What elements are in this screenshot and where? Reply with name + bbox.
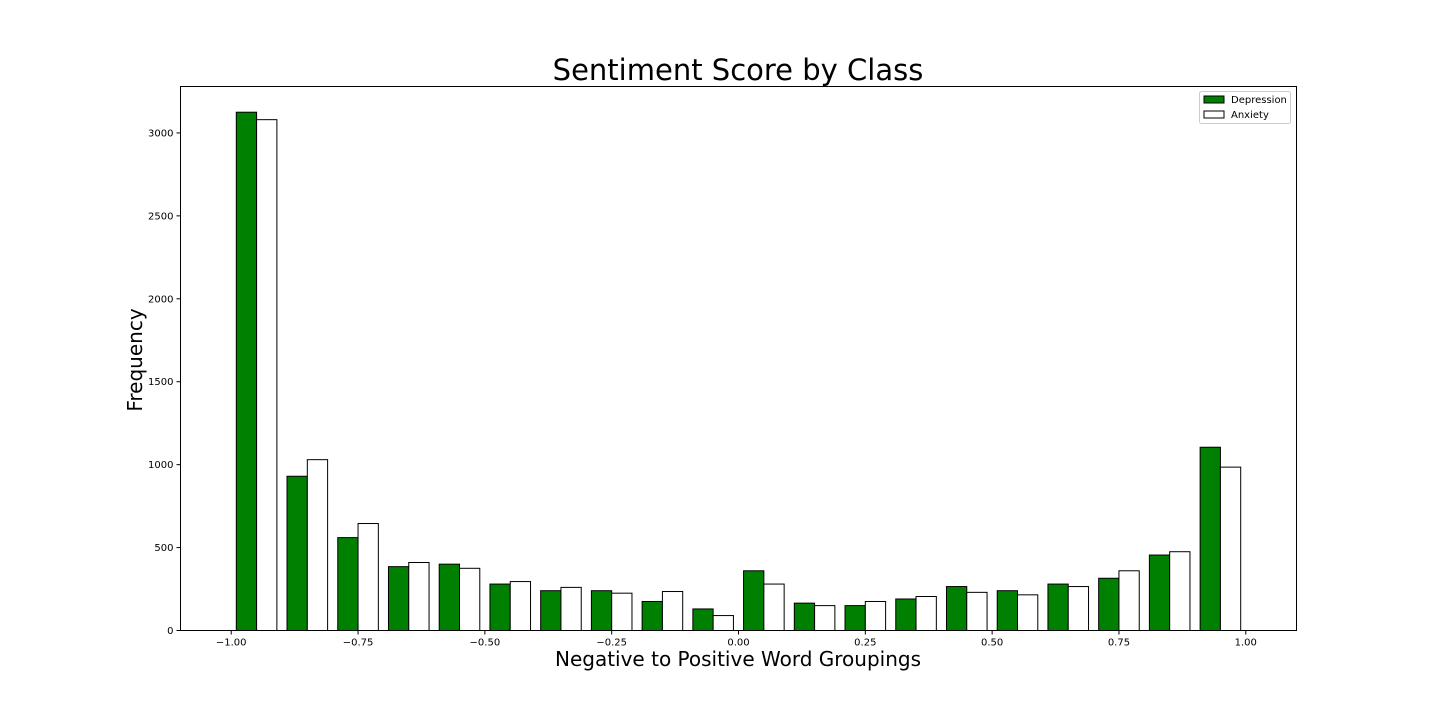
bar-anxiety-11 <box>814 605 836 631</box>
bar-anxiety-10 <box>763 583 785 631</box>
bar-depression-6 <box>540 590 562 632</box>
bar-depression-3 <box>387 566 410 632</box>
legend-entries: Depression Anxiety <box>1203 95 1287 121</box>
bar-anxiety-5 <box>509 581 532 632</box>
bar-anxiety-9 <box>712 615 734 632</box>
bar-anxiety-14 <box>966 591 988 631</box>
bar-anxiety-2 <box>357 523 379 632</box>
chart-title: Sentiment Score by Class <box>553 53 924 87</box>
bar-depression-4 <box>438 563 460 631</box>
x-axis-label: Negative to Positive Word Groupings <box>555 647 921 671</box>
bar-anxiety-12 <box>864 600 887 631</box>
x-tick-label: 0.50 <box>981 638 1003 649</box>
bar-depression-18 <box>1148 554 1171 631</box>
bar-anxiety-0 <box>256 119 278 631</box>
legend-swatch-depression <box>1203 95 1225 104</box>
bar-depression-13 <box>895 598 917 631</box>
legend-label-anxiety: Anxiety <box>1231 110 1269 121</box>
legend-swatch-anxiety <box>1203 110 1225 119</box>
bar-anxiety-6 <box>560 586 582 632</box>
bar-depression-10 <box>743 570 765 631</box>
y-axis-label: Frequency <box>123 308 147 411</box>
x-tick-label: −0.25 <box>596 638 627 649</box>
y-axis-ticks: 0 500 1000 1500 2000 2500 3000 <box>148 128 181 637</box>
bar-depression-2 <box>337 537 359 631</box>
bar-depression-11 <box>793 602 816 632</box>
x-tick-label: 0.00 <box>727 638 749 649</box>
x-tick-label: −1.00 <box>216 638 247 649</box>
bar-depression-16 <box>1047 583 1069 631</box>
x-tick-label: −0.50 <box>470 638 501 649</box>
bar-depression-19 <box>1199 446 1221 632</box>
bar-anxiety-3 <box>408 562 430 631</box>
y-tick-label: 3000 <box>148 128 173 139</box>
bar-anxiety-15 <box>1017 594 1039 632</box>
bar-depression-7 <box>590 590 613 632</box>
bar-depression-1 <box>286 475 308 632</box>
bar-depression-0 <box>235 111 258 631</box>
bar-depression-8 <box>641 600 663 631</box>
x-axis-ticks: −1.00 −0.75 −0.50 −0.25 0.00 0.25 0.50 0.75 1.00 <box>216 630 1257 649</box>
y-tick-label: 500 <box>154 543 173 554</box>
x-tick-label: 1.00 <box>1235 638 1257 649</box>
bar-anxiety-8 <box>661 591 684 632</box>
bar-anxiety-1 <box>306 459 329 632</box>
y-tick-label: 1500 <box>148 377 173 388</box>
bar-anxiety-18 <box>1169 551 1191 631</box>
y-tick-label: 2500 <box>148 211 173 222</box>
bar-depression-15 <box>996 590 1019 632</box>
bar-anxiety-19 <box>1219 466 1242 631</box>
bar-depression-5 <box>489 583 511 631</box>
legend-label-depression: Depression <box>1231 95 1287 106</box>
y-tick-label: 2000 <box>148 294 173 305</box>
y-tick-label: 1000 <box>148 460 173 471</box>
legend: Depression Anxiety <box>1199 91 1291 124</box>
bar-depression-17 <box>1098 577 1120 632</box>
bars-layer <box>235 111 1242 632</box>
bar-anxiety-16 <box>1067 586 1090 631</box>
x-tick-label: −0.75 <box>343 638 374 649</box>
bar-depression-9 <box>692 608 714 632</box>
bar-anxiety-17 <box>1118 570 1140 631</box>
bar-depression-14 <box>945 586 968 631</box>
bar-anxiety-4 <box>459 567 481 631</box>
bar-depression-12 <box>844 605 866 631</box>
bar-anxiety-13 <box>915 596 937 631</box>
y-tick-label: 0 <box>167 626 173 637</box>
x-tick-label: 0.75 <box>1108 638 1130 649</box>
x-tick-label: 0.25 <box>854 638 876 649</box>
bar-anxiety-7 <box>611 592 633 631</box>
